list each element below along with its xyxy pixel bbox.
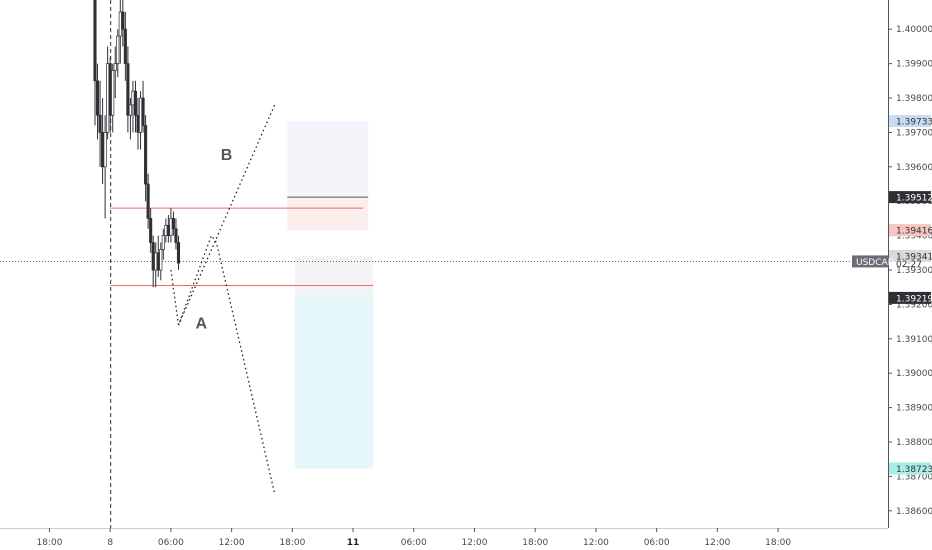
candle-body [133, 90, 138, 116]
symbol-tag [852, 255, 888, 268]
time-tick-label: 18:00 [765, 538, 791, 548]
price-badge-label: 1.38723 [896, 465, 932, 475]
price-tick-label: 1.38700 [896, 472, 932, 482]
time-tick-label: 12:00 [583, 538, 609, 548]
candle-body [131, 90, 135, 106]
candle-body [121, 11, 125, 30]
time-tick-label: 18:00 [36, 538, 62, 548]
price-tick-label: 1.39200 [896, 300, 932, 310]
time-tick-label: 06:00 [158, 538, 184, 548]
time-tick-label: 06:00 [401, 538, 427, 548]
price-tick-label: 1.38800 [896, 438, 932, 448]
candle-body [149, 218, 153, 243]
time-axis[interactable]: 18:00 8 06:00 12:00 18:00 11 06:00 12:00 18:00 12… [36, 528, 791, 548]
candle-body [156, 252, 160, 271]
position-stop-zone[interactable] [287, 121, 369, 198]
annotation-a[interactable]: A [195, 315, 207, 332]
candle-body [103, 132, 107, 168]
position-target-zone[interactable] [294, 294, 374, 469]
time-tick-label: 8 [107, 538, 113, 548]
candle-body [169, 218, 173, 236]
time-tick-label: 06:00 [644, 538, 670, 548]
candle-body [146, 183, 150, 219]
price-tick-label: 1.39900 [896, 60, 932, 70]
candle-body [101, 132, 105, 168]
price-badge [889, 249, 931, 262]
candle-body [164, 224, 168, 236]
annotation-b[interactable]: B [221, 147, 233, 164]
price-badge [889, 224, 931, 237]
candle-body [126, 63, 130, 116]
candle-body [159, 249, 163, 271]
projection-up-path[interactable] [177, 104, 276, 326]
price-tick-label: 1.38600 [896, 507, 932, 517]
time-tick-label: 12:00 [704, 538, 730, 548]
candle-body [98, 114, 102, 133]
projection-path[interactable] [170, 234, 276, 494]
candle-body [128, 104, 132, 116]
price-tick-label: 1.39000 [896, 369, 932, 379]
time-tick-label: 18:00 [522, 538, 548, 548]
time-tick-label: 12:00 [219, 538, 245, 548]
price-badge-label: 1.39733 [896, 118, 932, 128]
candle-body [174, 228, 178, 243]
price-badge [889, 462, 931, 475]
price-tick-label: 1.38900 [896, 404, 932, 414]
price-badges: 1.39733 1.39512 1.39416 1.39341 1.39219 1.387… [852, 115, 932, 475]
candle-body [95, 80, 100, 116]
price-tick-label: 1.39400 [896, 232, 932, 242]
position-stop-zone[interactable] [294, 255, 374, 295]
candle-body [154, 252, 158, 271]
time-tick-label: 11 [347, 538, 360, 548]
candle-body [166, 224, 170, 236]
candle-body [171, 218, 175, 230]
candle-body [106, 63, 110, 133]
drawing-lines [0, 0, 888, 528]
countdown-label: 02:27 [896, 260, 922, 270]
price-badge [889, 291, 931, 304]
candle-body [118, 11, 122, 37]
price-tick-label: 1.39800 [896, 94, 932, 104]
candle-body [151, 242, 155, 271]
candle-body [176, 242, 181, 264]
candle-body [136, 114, 140, 133]
price-badge-label: 1.39341 [896, 252, 932, 262]
candle-body [111, 70, 115, 116]
price-tick-label: 1.40000 [896, 25, 932, 35]
price-tick-label: 1.39100 [896, 335, 932, 345]
price-axis[interactable]: 1.40000 1.39900 1.39800 1.39700 1.39600 1.395… [888, 25, 932, 517]
candle-body [116, 35, 120, 64]
price-badge-label: 1.39416 [896, 227, 932, 237]
candle-body [161, 235, 165, 250]
price-tick-label: 1.39700 [896, 128, 932, 138]
symbol-tag-label: USDCAD [856, 258, 895, 268]
candle-body [138, 97, 143, 133]
candles [93, 0, 181, 288]
candle-body [141, 97, 145, 126]
price-badge [889, 115, 931, 128]
price-badge-label: 1.39219 [896, 294, 932, 304]
candle-body [123, 28, 127, 64]
price-badge [889, 191, 931, 204]
projection-paths [170, 104, 276, 494]
position-target-zone[interactable] [287, 197, 369, 231]
time-tick-label: 12:00 [462, 538, 488, 548]
time-tick-label: 18:00 [279, 538, 305, 548]
candle-body [113, 63, 117, 71]
candle-body [93, 0, 97, 82]
price-tick-label: 1.39300 [896, 266, 932, 276]
price-badge-label: 1.39512 [896, 194, 932, 204]
candle-body [108, 63, 112, 116]
annotations: BA [195, 147, 232, 333]
candle-body [144, 125, 148, 185]
price-tick-label: 1.39600 [896, 163, 932, 173]
position-zones [287, 121, 374, 469]
